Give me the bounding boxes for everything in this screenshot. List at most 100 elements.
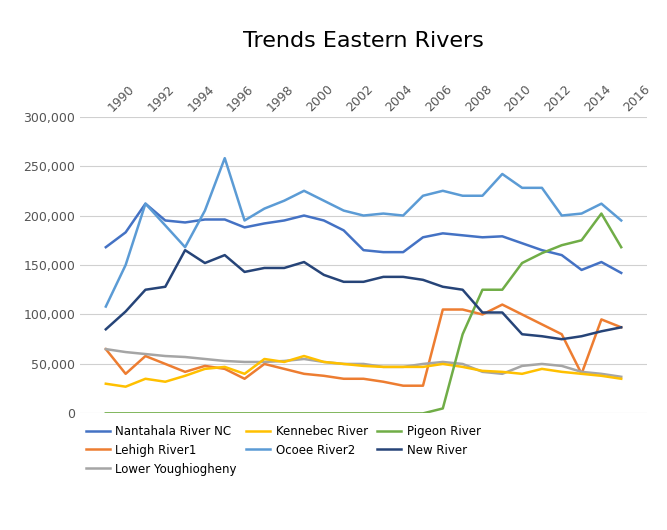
Lehigh River1 — [260, 361, 268, 367]
New River — [121, 308, 129, 315]
Pigeon River — [360, 410, 368, 417]
New River — [181, 247, 189, 253]
Nantahala River NC — [121, 229, 129, 235]
Lehigh River1 — [221, 366, 229, 372]
Lehigh River1 — [478, 311, 486, 317]
Nantahala River NC — [320, 217, 328, 224]
Kennebec River — [598, 373, 606, 379]
Line: Kennebec River: Kennebec River — [106, 356, 621, 387]
Kennebec River — [558, 369, 566, 375]
Nantahala River NC — [498, 233, 506, 240]
Ocoee River2 — [598, 200, 606, 207]
Pigeon River — [121, 410, 129, 417]
Ocoee River2 — [578, 210, 586, 217]
Nantahala River NC — [260, 220, 268, 227]
Ocoee River2 — [300, 188, 308, 194]
Nantahala River NC — [161, 217, 169, 224]
New River — [439, 284, 447, 290]
Nantahala River NC — [280, 217, 288, 224]
Pigeon River — [399, 410, 407, 417]
Ocoee River2 — [419, 192, 427, 199]
Nantahala River NC — [360, 247, 368, 253]
Lehigh River1 — [241, 376, 249, 382]
New River — [360, 279, 368, 285]
Pigeon River — [181, 410, 189, 417]
Ocoee River2 — [181, 244, 189, 250]
Ocoee River2 — [538, 184, 546, 191]
Kennebec River — [121, 384, 129, 390]
Ocoee River2 — [340, 207, 348, 214]
New River — [478, 310, 486, 316]
Nantahala River NC — [221, 216, 229, 223]
Lower Youghiogheny — [280, 358, 288, 364]
Line: Lower Youghiogheny: Lower Youghiogheny — [106, 349, 621, 377]
Lower Youghiogheny — [340, 361, 348, 367]
Lower Youghiogheny — [102, 346, 110, 352]
Ocoee River2 — [478, 192, 486, 199]
Lower Youghiogheny — [578, 369, 586, 375]
Lower Youghiogheny — [360, 361, 368, 367]
Pigeon River — [161, 410, 169, 417]
Pigeon River — [578, 237, 586, 243]
Lower Youghiogheny — [439, 359, 447, 365]
Lower Youghiogheny — [399, 364, 407, 370]
Pigeon River — [558, 242, 566, 249]
Pigeon River — [320, 410, 328, 417]
Nantahala River NC — [241, 224, 249, 231]
Lehigh River1 — [518, 311, 526, 317]
Ocoee River2 — [399, 213, 407, 219]
New River — [419, 277, 427, 283]
New River — [221, 252, 229, 258]
New River — [617, 324, 625, 331]
Ocoee River2 — [558, 213, 566, 219]
New River — [320, 272, 328, 278]
Nantahala River NC — [617, 270, 625, 276]
Kennebec River — [478, 368, 486, 374]
Lower Youghiogheny — [459, 361, 467, 367]
Nantahala River NC — [598, 259, 606, 265]
Nantahala River NC — [518, 240, 526, 246]
Lehigh River1 — [598, 316, 606, 323]
Lehigh River1 — [102, 346, 110, 352]
Lehigh River1 — [459, 306, 467, 313]
Ocoee River2 — [141, 200, 149, 207]
Pigeon River — [439, 405, 447, 412]
Ocoee River2 — [280, 198, 288, 204]
Lower Youghiogheny — [538, 361, 546, 367]
Pigeon River — [459, 331, 467, 338]
Kennebec River — [241, 370, 249, 377]
Kennebec River — [518, 370, 526, 377]
Lower Youghiogheny — [617, 374, 625, 380]
Lower Youghiogheny — [498, 370, 506, 377]
Ocoee River2 — [260, 206, 268, 212]
Lower Youghiogheny — [181, 354, 189, 360]
Lower Youghiogheny — [558, 363, 566, 369]
Lehigh River1 — [340, 376, 348, 382]
Ocoee River2 — [439, 188, 447, 194]
Pigeon River — [419, 410, 427, 417]
New River — [300, 259, 308, 265]
Nantahala River NC — [439, 230, 447, 236]
Pigeon River — [380, 410, 388, 417]
Lower Youghiogheny — [598, 370, 606, 377]
Kennebec River — [498, 369, 506, 375]
Pigeon River — [478, 287, 486, 293]
Kennebec River — [617, 376, 625, 382]
Line: Pigeon River: Pigeon River — [106, 214, 621, 413]
Pigeon River — [141, 410, 149, 417]
Kennebec River — [380, 364, 388, 370]
Lower Youghiogheny — [121, 349, 129, 355]
Ocoee River2 — [161, 222, 169, 228]
Lower Youghiogheny — [260, 359, 268, 365]
Lehigh River1 — [419, 383, 427, 389]
New River — [102, 326, 110, 332]
Lower Youghiogheny — [380, 364, 388, 370]
Lower Youghiogheny — [141, 351, 149, 357]
Kennebec River — [181, 373, 189, 379]
Ocoee River2 — [459, 192, 467, 199]
Ocoee River2 — [201, 207, 209, 214]
Pigeon River — [260, 410, 268, 417]
Lehigh River1 — [558, 331, 566, 338]
Lower Youghiogheny — [201, 356, 209, 362]
Nantahala River NC — [141, 200, 149, 207]
